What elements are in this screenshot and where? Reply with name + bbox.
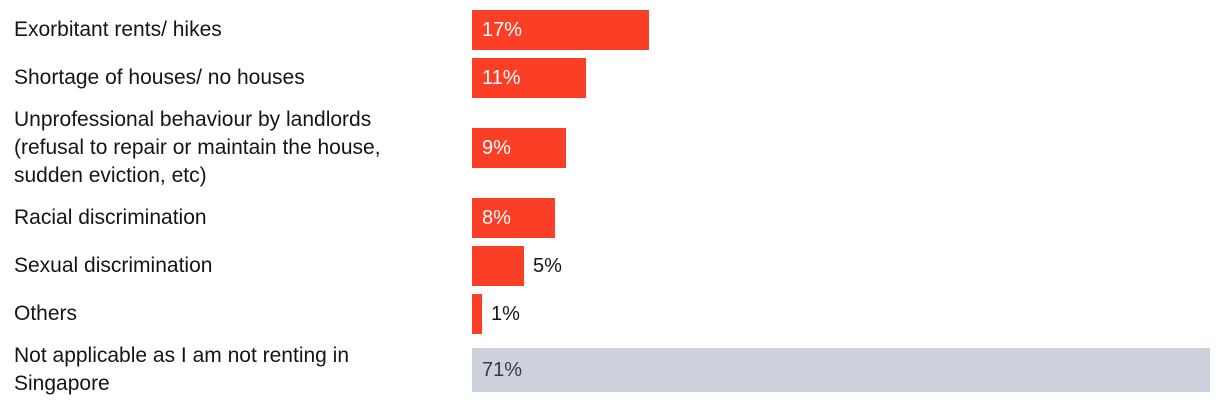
- bar-chart: Exorbitant rents/ hikes 17% Shortage of ho…: [14, 10, 1220, 398]
- category-label: Others: [14, 302, 78, 325]
- bar-area: 8%: [472, 198, 1220, 238]
- bar: [472, 246, 524, 286]
- value-label: 5%: [533, 255, 562, 277]
- bar: 71%: [472, 348, 1210, 392]
- category-label: Sexual discrimination: [14, 254, 213, 277]
- bar-row: Racial discrimination 8%: [14, 198, 1220, 238]
- category-label: Exorbitant rents/ hikes: [14, 18, 222, 41]
- bar-area: 17%: [472, 10, 1220, 50]
- value-label: 11%: [482, 67, 521, 89]
- bar-row: Exorbitant rents/ hikes 17%: [14, 10, 1220, 50]
- bar-row: Sexual discrimination 5%: [14, 246, 1220, 286]
- value-label: 1%: [491, 303, 520, 325]
- bar-area: 9%: [472, 128, 1220, 168]
- bar: [472, 294, 482, 334]
- category-label: Shortage of houses/ no houses: [14, 66, 305, 89]
- value-label: 71%: [482, 359, 523, 381]
- bar-area: 1%: [472, 294, 1220, 334]
- value-label: 9%: [482, 137, 511, 159]
- value-label: 17%: [482, 19, 523, 41]
- bar-row: Unprofessional behaviour by landlords (r…: [14, 106, 1220, 190]
- bar-area: 71%: [472, 348, 1220, 392]
- bar-row: Shortage of houses/ no houses 11%: [14, 58, 1220, 98]
- bar-area: 11%: [472, 58, 1220, 98]
- category-label: Racial discrimination: [14, 206, 207, 229]
- bar-row: Not applicable as I am not renting in Si…: [14, 342, 1220, 398]
- bar: 11%: [472, 58, 586, 98]
- category-label: Not applicable as I am not renting in Si…: [14, 344, 350, 395]
- bar: 9%: [472, 128, 566, 168]
- bar-row: Others 1%: [14, 294, 1220, 334]
- bar: 17%: [472, 10, 649, 50]
- bar-area: 5%: [472, 246, 1220, 286]
- value-label: 8%: [482, 207, 511, 229]
- category-label: Unprofessional behaviour by landlords (r…: [14, 108, 381, 187]
- bar: 8%: [472, 198, 555, 238]
